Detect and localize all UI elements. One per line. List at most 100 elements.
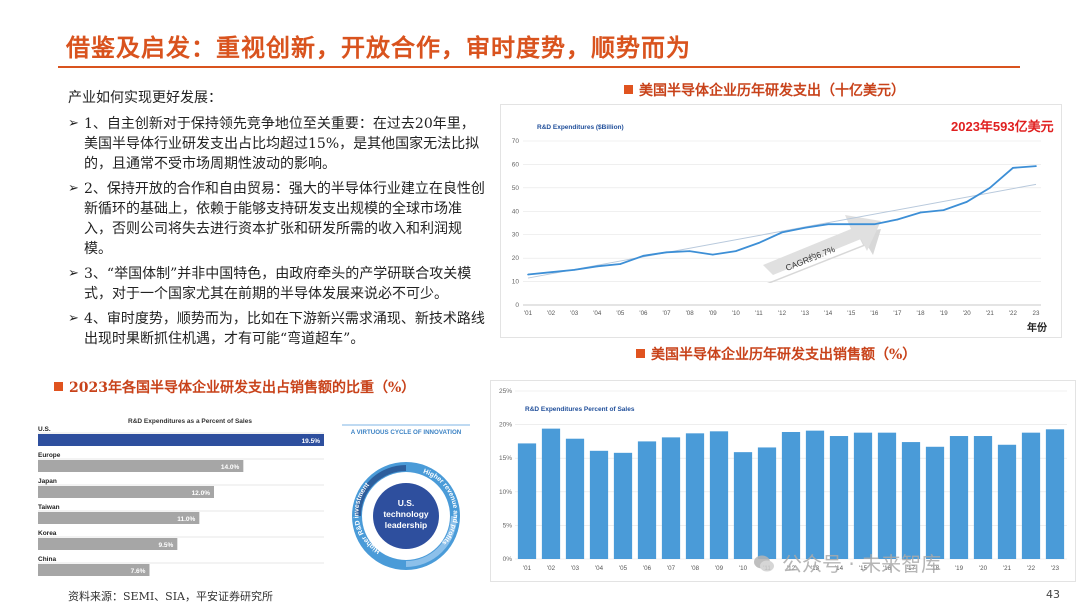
rd-spend-point	[919, 211, 922, 214]
bullet-point-3: ➢ 3、“举国体制”并非中国特色，由政府牵头的产学研联合攻关模式，对于一个国家尤其…	[68, 266, 472, 302]
x-tick-label: '21	[1003, 565, 1012, 572]
x-tick-label: '15	[847, 310, 856, 317]
y-tick-label: 10%	[499, 489, 512, 496]
x-tick-label: '13	[801, 310, 810, 317]
x-tick-label: '14	[824, 310, 833, 317]
section-title-country: 2023年各国半导体企业研发支出占销售额的比重（%）	[54, 377, 415, 397]
rd-spend-point	[1012, 167, 1014, 169]
country-chart-panel: R&D Expenditures as a Percent of Sales U.…	[36, 408, 332, 584]
virtuous-cycle-diagram: A VIRTUOUS CYCLE OF INNOVATION U.S. tech…	[336, 418, 476, 578]
bullet-point-2: ➢ 2、保持开放的合作和自由贸易：强大的半导体行业建立在良性创新循环的基础上，依赖…	[68, 181, 485, 257]
country-hbar-chart: R&D Expenditures as a Percent of Sales U.…	[38, 418, 324, 576]
rd-spend-point	[781, 231, 783, 234]
rd-spend-point	[827, 223, 829, 225]
arrow-bullet-icon: ➢	[68, 266, 79, 281]
x-tick-label: '02	[547, 565, 556, 572]
country-label: Japan	[38, 478, 57, 485]
x-tick-label: '10	[739, 565, 748, 572]
country-value-label: 12.0%	[192, 490, 211, 497]
square-bullet-icon	[636, 349, 645, 358]
square-bullet-icon	[54, 382, 63, 391]
y-tick-label: 30	[512, 232, 520, 239]
rd-spend-point	[573, 269, 575, 271]
y-tick-label: 25%	[499, 388, 512, 395]
y-tick-label: 0%	[503, 556, 513, 563]
pct-bar	[973, 436, 993, 559]
pct-bar	[517, 443, 537, 559]
trend-line	[527, 183, 1037, 279]
x-tick-label: '01	[524, 310, 533, 317]
rd-spend-point	[550, 271, 552, 273]
y-tick-label: 50	[512, 185, 520, 192]
cagr-arrow-band	[763, 215, 881, 275]
x-tick-label: '03	[570, 310, 579, 317]
y-tick-label: 70	[512, 138, 520, 145]
country-bar	[38, 564, 150, 576]
y-tick-label: 5%	[503, 522, 513, 529]
bullet-point-1: ➢ 1、自主创新对于保持领先竞争地位至关重要：在过去20年里，美国半导体行业研发支…	[68, 116, 480, 172]
x-tick-label: '18	[917, 310, 926, 317]
square-bullet-icon	[624, 85, 633, 94]
rd-pct-chart-panel: R&D Expenditures Percent of Sales 0% 5% 10%…	[490, 380, 1076, 582]
y-tick-label: 60	[512, 161, 520, 168]
arrow-bullet-icon: ➢	[68, 116, 79, 131]
section-title-rd-spend: 美国半导体企业历年研发支出（十亿美元）	[624, 80, 905, 100]
x-tick-label: '09	[709, 310, 718, 317]
rd-pct-bar-chart: R&D Expenditures Percent of Sales 0% 5% 10%…	[499, 388, 1067, 572]
rd-spend-point	[735, 250, 737, 252]
cycle-right-arc	[405, 515, 457, 567]
country-bar	[38, 486, 214, 498]
wechat-icon	[754, 555, 774, 572]
x-tick-label: '16	[870, 310, 879, 317]
pct-bar	[685, 433, 705, 559]
y-tick-label: 15%	[499, 455, 512, 462]
x-axis-title: 年份	[1027, 321, 1048, 334]
rd-spend-point	[711, 253, 714, 256]
pct-bar	[1045, 429, 1065, 559]
x-tick-label: '14	[835, 565, 844, 572]
bullet-point-4: ➢ 4、审时度势，顺势而为，比如在下游新兴需求涌现、新技术路线出现时果断抓住机遇，…	[68, 311, 485, 347]
rd-spend-point	[642, 255, 645, 257]
y-tick-label: 10	[512, 279, 520, 286]
x-tick-label: '19	[955, 565, 964, 572]
rd-spend-line-chart: R&D Expenditures ($Billion) 0 10 20 30 40 50 60…	[512, 119, 1054, 334]
pct-bar	[661, 437, 681, 559]
pct-bar	[829, 436, 849, 559]
page-number: 43	[1046, 588, 1060, 601]
x-tick-label: '13	[811, 565, 820, 572]
pct-bar	[637, 441, 657, 559]
y-tick-label: 20%	[499, 422, 512, 429]
country-label: China	[38, 556, 56, 563]
x-tick-label: '03	[571, 565, 580, 572]
intro-text: 产业如何实现更好发展：	[68, 90, 222, 106]
country-label: Taiwan	[38, 504, 60, 511]
x-tick-label: '22	[1009, 310, 1018, 317]
x-tick-label: '19	[940, 310, 949, 317]
cycle-title: A VIRTUOUS CYCLE OF INNOVATION	[351, 429, 462, 436]
pct-bar	[997, 444, 1017, 559]
x-tick-label: '16	[883, 565, 892, 572]
country-value-label: 14.0%	[221, 464, 240, 471]
pct-bar	[757, 447, 777, 559]
pct-bar	[853, 432, 873, 559]
y-tick-label: 0	[515, 302, 519, 309]
source-note: 资料来源：SEMI、SIA，平安证券研究所	[68, 590, 273, 603]
x-tick-label: '12	[787, 565, 796, 572]
pct-bar	[925, 446, 945, 559]
rd-spend-point	[896, 218, 899, 221]
watermark: 公众号 · 未来智库	[752, 548, 941, 577]
pct-bar	[901, 442, 921, 559]
pct-bar	[709, 431, 729, 559]
x-tick-label: '11	[755, 310, 763, 317]
country-bar	[38, 460, 244, 472]
pct-bar	[589, 450, 609, 559]
cycle-core	[373, 483, 439, 549]
pct-bar	[541, 428, 561, 559]
arrow-bullet-icon: ➢	[68, 311, 79, 326]
x-tick-label: '05	[616, 310, 625, 317]
pct-bar	[949, 436, 969, 559]
x-tick-label: '04	[593, 310, 602, 317]
x-tick-label: '17	[893, 310, 902, 317]
country-label: Korea	[38, 530, 57, 537]
x-tick-label: '15	[859, 565, 868, 572]
